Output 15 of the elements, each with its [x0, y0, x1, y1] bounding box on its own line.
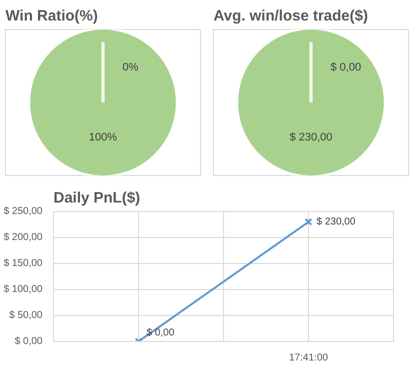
y-tick-label: $ 100,00 [4, 284, 43, 295]
data-label: 100% [88, 131, 118, 144]
y-tick-label: $ 150,00 [4, 258, 43, 269]
x-tick-label: 17:41:00 [289, 352, 328, 364]
chart-title: Win Ratio(%) [6, 8, 98, 24]
chart-title: Daily PnL($) [54, 190, 140, 206]
y-tick-label: $ 0,00 [14, 336, 43, 347]
text: 0% [122, 62, 138, 74]
y-tick-label: $ 250,00 [4, 206, 43, 217]
y-tick-label: $ 50,00 [9, 310, 43, 321]
data-label: $ 230,00 [316, 216, 356, 228]
data-label: $ 230,00 [290, 131, 332, 144]
y-tick-label: $ 200,00 [4, 232, 43, 243]
chart-title: Avg. win/lose trade($) [214, 8, 368, 24]
text: $ 0,00 [330, 62, 362, 74]
